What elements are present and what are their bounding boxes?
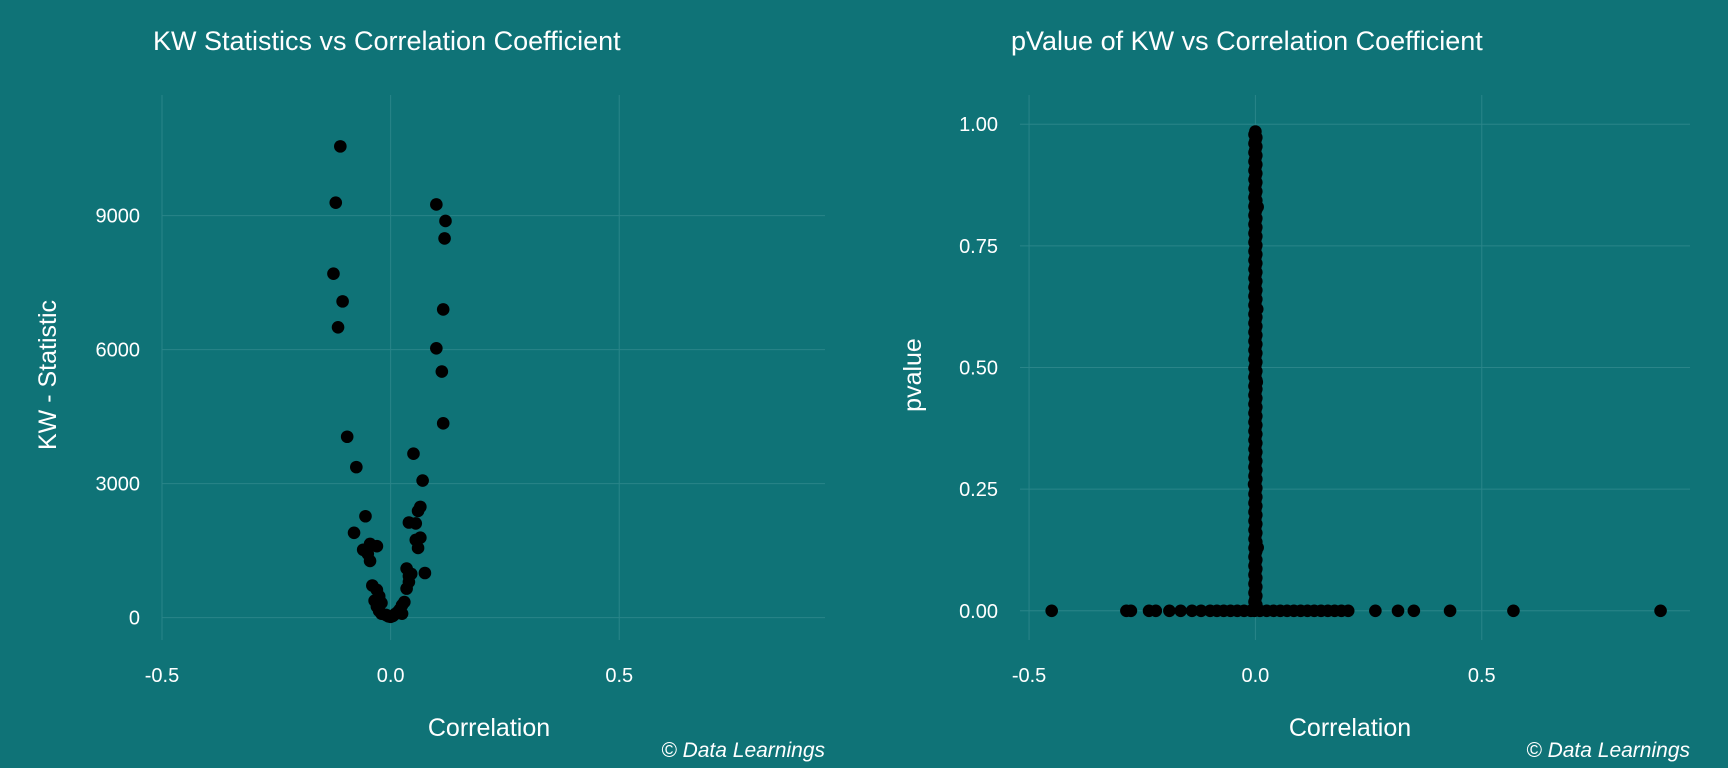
x-tick-label: 0.0 [377, 665, 405, 687]
data-point [438, 232, 451, 245]
data-point [1194, 604, 1208, 618]
data-point [1407, 604, 1421, 618]
y-tick-labels: 0 3000 6000 9000 [96, 206, 141, 630]
x-tick-label: -0.5 [145, 665, 179, 687]
chart-title: pValue of KW vs Correlation Coefficient [1011, 26, 1483, 56]
data-point [1249, 125, 1262, 138]
x-axis-title: Correlation [1289, 714, 1411, 742]
chart-title: KW Statistics vs Correlation Coefficient [153, 26, 621, 56]
data-point [1244, 604, 1258, 618]
data-point [404, 567, 418, 581]
x-tick-labels: -0.5 0.0 0.5 [1012, 665, 1496, 687]
y-tick-label: 0.00 [959, 601, 998, 623]
y-tick-label: 3000 [96, 474, 141, 496]
data-point [1174, 604, 1188, 618]
data-point [1341, 604, 1355, 618]
grid [161, 95, 825, 640]
data-point [1250, 302, 1264, 316]
data-point [407, 447, 420, 461]
data-point [329, 196, 343, 209]
data-point [336, 295, 349, 308]
data-point [1391, 604, 1405, 618]
chart-caption: © Data Learnings [1526, 739, 1690, 762]
data-point [334, 140, 347, 153]
y-tick-label: 9000 [96, 206, 141, 228]
y-tick-labels: 0.00 0.25 0.50 0.75 1.00 [959, 114, 998, 623]
grid [1020, 95, 1690, 640]
y-axis-title: pvalue [899, 338, 927, 412]
data-point [430, 341, 443, 355]
pvalue-chart: pValue of KW vs Correlation Coefficient … [899, 26, 1691, 762]
data-point [1251, 200, 1264, 214]
data-point [418, 566, 432, 580]
x-tick-label: -0.5 [1012, 665, 1046, 687]
y-tick-label: 1.00 [959, 114, 998, 136]
data-point [439, 214, 452, 228]
data-point [1250, 375, 1264, 389]
data-point [370, 539, 384, 553]
data-point [1163, 604, 1176, 618]
data-point [1124, 604, 1138, 618]
data-point [435, 365, 449, 378]
data-point [363, 554, 377, 568]
data-point [350, 460, 363, 474]
data-point [1369, 604, 1382, 618]
data-point [1045, 604, 1058, 618]
data-point [411, 541, 425, 555]
data-point [409, 517, 423, 530]
scatter-points [1045, 125, 1667, 618]
y-tick-label: 0.50 [959, 358, 998, 380]
data-point [1247, 477, 1261, 491]
data-point [1251, 541, 1264, 554]
data-point [436, 303, 450, 316]
x-tick-label: 0.5 [605, 665, 633, 687]
x-tick-label: 0.0 [1241, 665, 1269, 687]
data-point [331, 320, 345, 334]
data-point [340, 430, 354, 444]
y-tick-label: 0.25 [959, 479, 998, 501]
x-tick-label: 0.5 [1468, 665, 1496, 687]
data-point [347, 526, 361, 540]
data-point [1149, 604, 1163, 618]
y-tick-label: 0 [129, 608, 140, 630]
data-point [1443, 604, 1457, 618]
data-point [430, 198, 443, 211]
data-point [1185, 604, 1199, 618]
chart-caption: © Data Learnings [661, 739, 825, 762]
x-axis-title: Correlation [428, 714, 550, 742]
scatter-points [327, 140, 452, 624]
data-point [1507, 604, 1520, 618]
data-point [416, 474, 429, 487]
x-tick-labels: -0.5 0.0 0.5 [145, 665, 633, 687]
data-point [327, 267, 340, 280]
data-point [414, 531, 427, 545]
y-axis-title: KW - Statistic [34, 300, 62, 450]
data-point [1654, 604, 1667, 618]
y-tick-label: 6000 [96, 340, 141, 362]
kw-statistic-chart: KW Statistics vs Correlation Coefficient… [34, 26, 826, 762]
y-tick-label: 0.75 [959, 236, 998, 258]
data-point [436, 417, 450, 430]
data-point [414, 500, 427, 514]
data-point [395, 598, 409, 612]
data-point [359, 509, 372, 523]
